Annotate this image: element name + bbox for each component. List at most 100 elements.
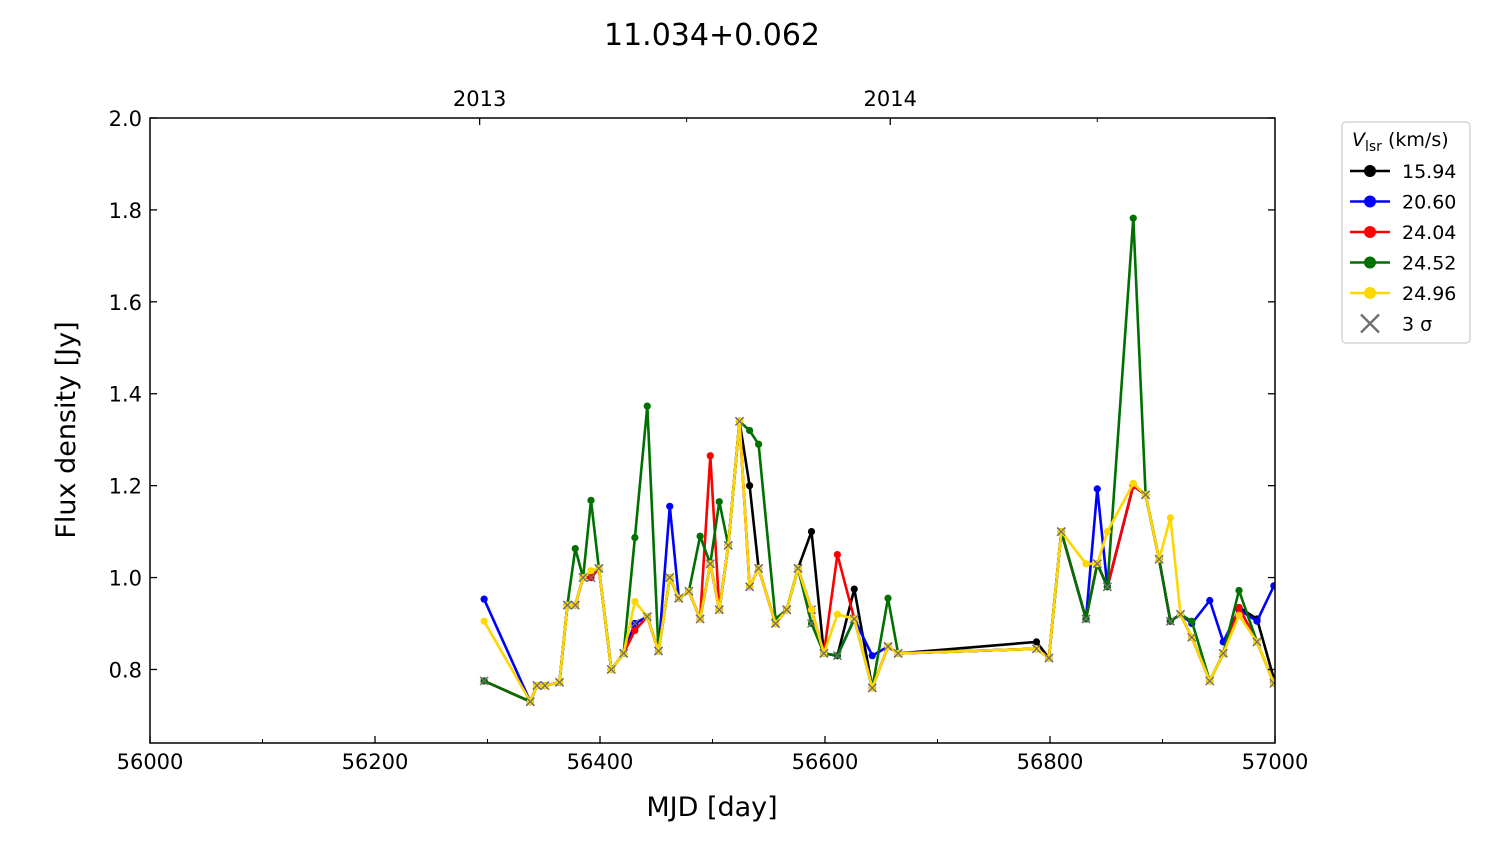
sigma-marker xyxy=(654,646,663,656)
sigma-marker xyxy=(695,614,705,624)
data-point xyxy=(1235,586,1243,595)
x-tick-label: 56200 xyxy=(342,750,409,774)
sigma-marker xyxy=(1056,527,1066,537)
series-24-96 xyxy=(480,416,1275,707)
data-point xyxy=(850,585,858,593)
axes-layer: 56000 56200 56400 56600 56800 57000 0.8 1.0 1.2 1… xyxy=(109,87,1309,774)
data-point xyxy=(1253,617,1261,625)
sigma-marker xyxy=(832,651,842,661)
data-point xyxy=(1103,528,1111,536)
sigma-marker xyxy=(1252,637,1262,647)
x-axis-label: MJD [day] xyxy=(646,792,777,823)
x-tick-label: 56400 xyxy=(567,750,634,774)
legend-entry-24-52: 24.52 xyxy=(1350,253,1456,275)
legend-title-v: V xyxy=(1352,129,1367,151)
top-tick-label: 2013 xyxy=(453,87,506,111)
data-point xyxy=(1093,485,1101,493)
data-point xyxy=(1129,479,1137,487)
sigma-marker xyxy=(1205,676,1215,686)
legend-entry-20-60: 20.60 xyxy=(1350,192,1456,214)
data-point xyxy=(631,626,639,635)
data-point xyxy=(696,532,704,540)
sigma-marker xyxy=(714,605,724,615)
series-line xyxy=(483,216,1275,703)
x-tick-label: 56600 xyxy=(792,750,859,774)
sigma-marker xyxy=(642,612,652,622)
sigma-marker xyxy=(771,619,780,628)
sigma-marker xyxy=(570,600,580,610)
data-point xyxy=(587,567,595,575)
data-point xyxy=(1082,560,1090,568)
data-point xyxy=(666,502,674,510)
sigma-marker xyxy=(705,559,715,569)
legend-sigma-marker xyxy=(1360,313,1380,334)
legend-marker xyxy=(1364,287,1376,299)
legend-marker xyxy=(1364,195,1376,208)
sigma-marker xyxy=(555,677,564,687)
series-line xyxy=(483,419,1275,703)
data-point xyxy=(746,426,754,435)
data-point xyxy=(833,550,841,559)
data-point xyxy=(715,498,723,506)
legend-label: 24.52 xyxy=(1402,253,1456,275)
sigma-marker xyxy=(793,563,803,573)
data-point xyxy=(1032,638,1041,646)
data-point xyxy=(868,652,876,660)
sigma-marker xyxy=(619,648,629,658)
x-tick-label: 57000 xyxy=(1242,750,1309,774)
legend-box xyxy=(1341,121,1471,344)
series-layer xyxy=(479,214,1275,707)
legend-entry-24-04: 24.04 xyxy=(1350,222,1456,244)
plot-area-frame xyxy=(149,117,1276,744)
sigma-marker xyxy=(782,605,792,615)
legend-title-subscript: lsr xyxy=(1365,139,1382,155)
legend-entry-sigma: 3 σ xyxy=(1360,313,1432,336)
sigma-marker xyxy=(1044,653,1054,663)
legend-marker xyxy=(1364,226,1376,238)
data-point xyxy=(480,617,488,625)
series-24-52 xyxy=(479,214,1275,707)
series-line xyxy=(483,419,1275,703)
data-point xyxy=(706,452,714,460)
top-tick-label: 2014 xyxy=(864,87,917,111)
y-tick-label: 1.2 xyxy=(109,475,142,499)
legend-label: 24.96 xyxy=(1402,283,1456,305)
legend-label: 24.04 xyxy=(1402,222,1456,244)
legend-title: Vlsr (km/s) xyxy=(1352,129,1449,155)
sigma-marker xyxy=(1269,678,1275,688)
legend-marker xyxy=(1364,165,1376,177)
sigma-marker xyxy=(1081,614,1091,624)
sigma-marker xyxy=(723,540,733,550)
y-tick-label: 1.8 xyxy=(109,199,142,223)
y-tick-label: 0.8 xyxy=(109,658,142,682)
sigma-marker xyxy=(893,648,903,658)
legend-label: 20.60 xyxy=(1402,192,1456,214)
data-point xyxy=(1235,603,1243,612)
legend-entry-24-96: 24.96 xyxy=(1350,283,1456,305)
data-point xyxy=(1188,617,1196,625)
legend: Vlsr (km/s) 15.94 20.60 24.04 24.52 24.96 3 σ xyxy=(1341,121,1471,344)
data-point xyxy=(1166,514,1174,522)
sigma-marker xyxy=(1092,559,1102,569)
y-tick-label: 1.6 xyxy=(109,291,142,315)
chart-title: 11.034+0.062 xyxy=(604,18,820,53)
data-point xyxy=(1129,214,1137,222)
sigma-marker xyxy=(735,416,744,426)
data-point xyxy=(631,533,639,542)
sigma-marker xyxy=(578,573,588,583)
y-tick-label: 1.4 xyxy=(109,383,142,407)
legend-title-unit: (km/s) xyxy=(1382,129,1449,151)
data-point xyxy=(587,496,595,504)
sigma-marker xyxy=(606,665,616,674)
data-point xyxy=(1206,596,1214,605)
sigma-marker xyxy=(819,648,829,658)
sigma-marker xyxy=(1154,554,1164,564)
sigma-marker xyxy=(540,681,550,691)
x-tick-label: 56000 xyxy=(117,750,184,774)
data-point xyxy=(643,402,651,410)
sigma-marker xyxy=(1032,644,1041,654)
data-point xyxy=(631,597,639,606)
data-point xyxy=(884,594,892,602)
sigma-marker xyxy=(479,676,489,686)
